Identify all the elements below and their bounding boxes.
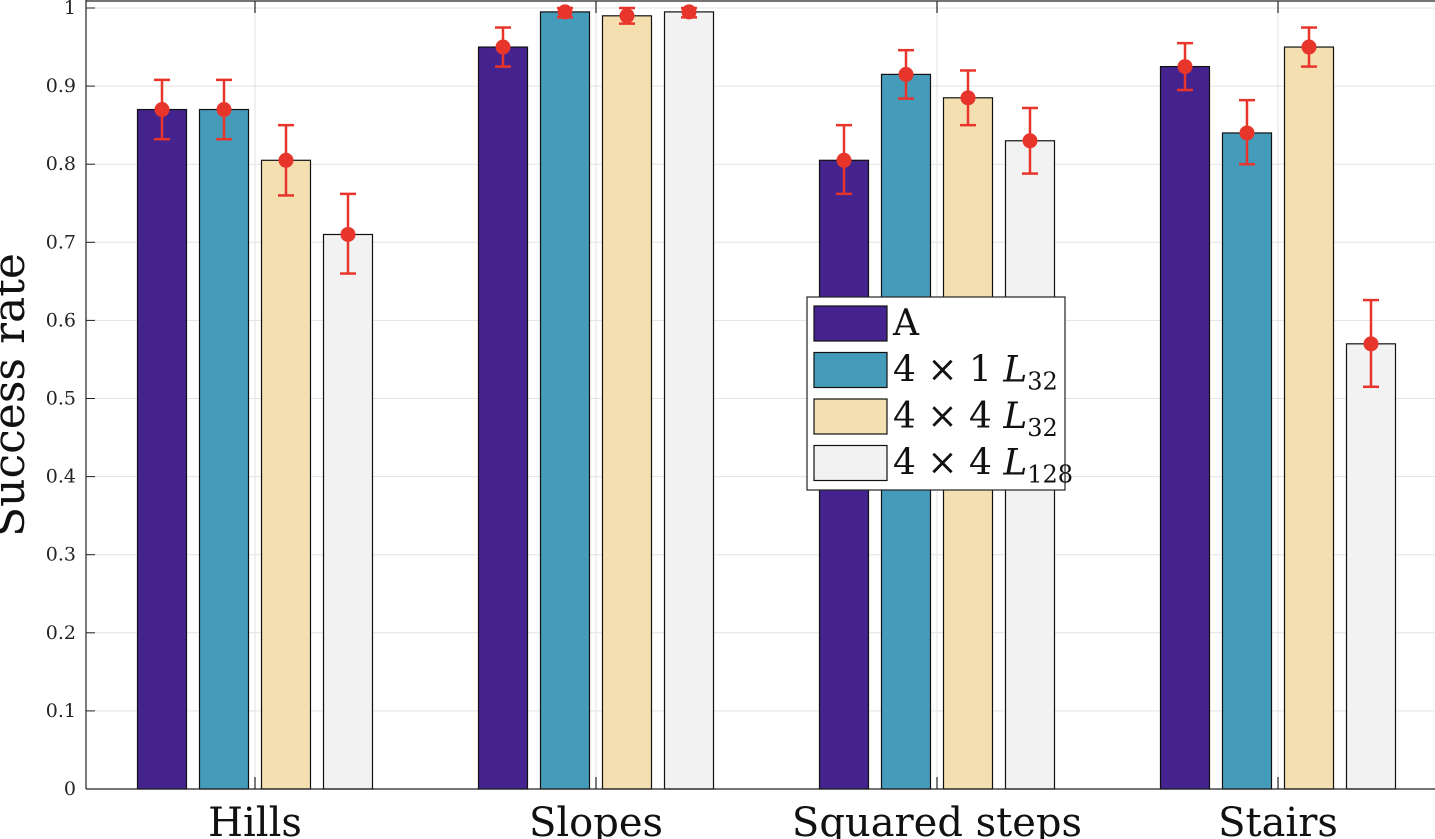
bar-stairs-series-2: [1221, 132, 1273, 790]
y-tick-label: 0.3: [46, 544, 76, 566]
y-tick-label: 0.7: [46, 231, 76, 253]
mean-marker: [495, 39, 511, 55]
y-tick-label: 0.1: [46, 700, 76, 722]
error-bar: [1239, 98, 1255, 166]
error-bar: [278, 123, 294, 197]
legend-label: 4 × 4 L128: [893, 443, 1073, 489]
mean-marker: [1363, 336, 1379, 352]
mean-marker: [340, 226, 356, 242]
mean-marker: [898, 66, 914, 82]
error-bar: [1301, 26, 1317, 68]
y-tick-label: 0.6: [46, 309, 76, 331]
mean-marker: [1177, 59, 1193, 75]
mean-marker: [619, 8, 635, 24]
error-bar: [1022, 106, 1038, 175]
y-tick-label: 0.5: [46, 388, 76, 410]
error-bars: [154, 4, 1379, 389]
mean-marker: [216, 102, 232, 118]
x-tick-label: Squared steps: [792, 800, 1082, 839]
bar-hills-series-2: [198, 108, 250, 790]
mean-marker: [681, 4, 697, 20]
error-bar: [154, 78, 170, 141]
bar-stairs-series-1: [1159, 65, 1211, 790]
legend-label: 4 × 1 L32: [893, 350, 1058, 396]
legend-swatch: [813, 305, 888, 342]
error-bar: [619, 6, 635, 25]
error-bar: [1177, 41, 1193, 92]
x-tick-label: Stairs: [1218, 800, 1338, 839]
y-tick-label: 0.9: [46, 75, 76, 97]
error-bar: [1363, 298, 1379, 389]
error-bar: [960, 69, 976, 127]
error-bar: [495, 26, 511, 68]
mean-marker: [1301, 39, 1317, 55]
error-bar: [216, 78, 232, 141]
error-bar: [681, 4, 697, 20]
legend-swatch: [813, 398, 888, 435]
mean-marker: [1022, 133, 1038, 149]
bar-hills-series-1: [136, 108, 188, 790]
bar-slopes-series-3: [601, 15, 653, 790]
y-tick-label: 0.4: [46, 466, 76, 488]
bar-hills-series-4: [322, 233, 374, 790]
y-tick-label: 0.2: [46, 622, 76, 644]
mean-marker: [154, 102, 170, 118]
error-bar: [340, 192, 356, 275]
y-tick-label: 0.8: [46, 153, 76, 175]
error-bar: [898, 48, 914, 100]
error-bar: [557, 4, 573, 20]
axes: 0 0.1 0.2 0.3 0.4 0.5 0.6 0.7 0.8 0.9 1 Hills Slopes…: [46, 0, 1435, 839]
x-tick-label: Slopes: [529, 800, 663, 839]
bar-stairs-series-4: [1345, 343, 1397, 790]
x-tick-label: Hills: [208, 800, 302, 839]
bar-hills-series-3: [260, 159, 312, 790]
legend-label: A: [892, 303, 920, 344]
bar-stairs-series-3: [1283, 46, 1335, 790]
legend-swatch: [813, 444, 888, 482]
mean-marker: [836, 152, 852, 168]
mean-marker: [557, 4, 573, 20]
mean-marker: [1239, 125, 1255, 141]
bars: [136, 11, 1397, 790]
mean-marker: [278, 152, 294, 168]
mean-marker: [960, 90, 976, 106]
error-bar: [836, 123, 852, 196]
bar-slopes-series-4: [663, 11, 715, 790]
y-tick-label: 0: [64, 778, 76, 800]
legend-swatch: [813, 351, 888, 389]
bar-slopes-series-2: [539, 11, 591, 790]
y-axis-label: Success rate: [0, 253, 35, 537]
y-tick-label: 1: [64, 0, 76, 19]
legend-label: 4 × 4 L32: [893, 396, 1058, 442]
bar-slopes-series-1: [477, 46, 529, 790]
